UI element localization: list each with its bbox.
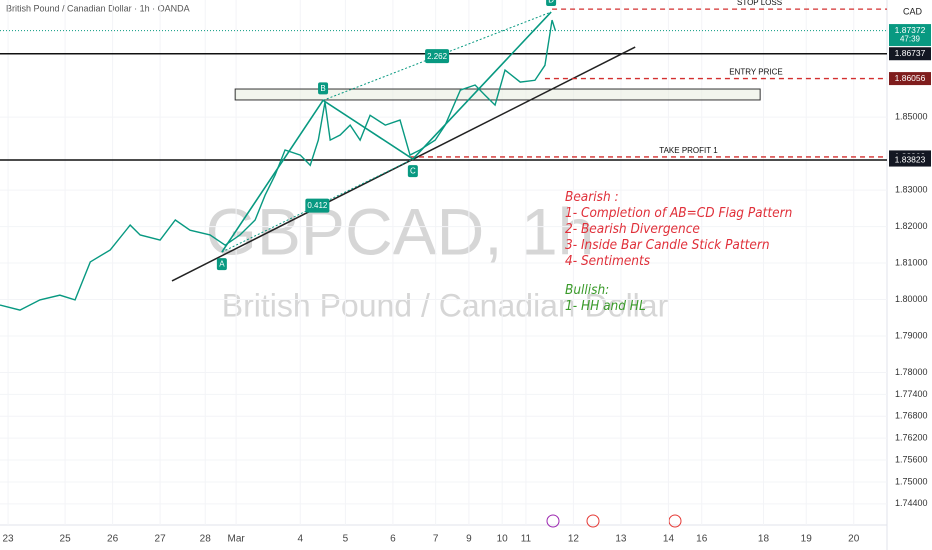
- event-icon: [668, 514, 682, 528]
- y-tick-label: 1.79000: [895, 330, 928, 340]
- x-tick-label: 20: [848, 534, 860, 545]
- ratio-label: 2.262: [427, 52, 448, 61]
- point-label: A: [219, 260, 225, 269]
- y-tick-label: 1.76200: [895, 433, 928, 443]
- price-label: 1.83823: [895, 154, 926, 164]
- x-tick-label: 4: [297, 534, 303, 545]
- ratio-label: 0.412: [307, 201, 328, 210]
- x-tick-label: 25: [60, 534, 72, 545]
- y-tick-label: 1.75600: [895, 454, 928, 464]
- event-icon: [546, 514, 560, 528]
- x-tick-label: 12: [568, 534, 580, 545]
- ratio-badge: [425, 49, 450, 64]
- x-tick-label: Mar: [228, 534, 246, 545]
- x-tick-label: 27: [155, 534, 167, 545]
- currency: CAD: [903, 6, 923, 16]
- abcd-pattern: [221, 11, 552, 253]
- point-label: D: [548, 0, 554, 5]
- event-icons: [546, 514, 682, 528]
- price-label-box: [889, 24, 931, 47]
- y-tick-label: 1.80000: [895, 294, 928, 304]
- y-tick-label: 1.85000: [895, 111, 928, 121]
- level-label: TAKE PROFIT 1: [659, 146, 718, 155]
- x-tick-label: 16: [696, 534, 708, 545]
- bearish-note: 3- Inside Bar Candle Stick Pattern: [565, 237, 770, 253]
- event-icon: [586, 514, 600, 528]
- bullish-note: Bullish:: [565, 282, 609, 298]
- bearish-note: Bearish :: [565, 189, 619, 205]
- ratio-line: [322, 11, 552, 101]
- x-tick-label: 28: [200, 534, 212, 545]
- point-label: C: [410, 167, 416, 176]
- y-tick-label: 1.77400: [895, 389, 928, 399]
- point-badge: [318, 82, 329, 95]
- x-tick-label: 23: [3, 534, 15, 545]
- x-tick-label: 7: [433, 534, 439, 545]
- watermark-name: British Pound / Canadian Dollar: [222, 287, 669, 323]
- y-tick-label: 1.81000: [895, 257, 928, 267]
- point-label: B: [320, 84, 325, 93]
- y-tick-label: 1.76800: [895, 411, 928, 421]
- x-tick-label: 5: [343, 534, 349, 545]
- y-tick-label: 1.82000: [895, 221, 928, 231]
- price-label: 1.86737: [895, 48, 926, 58]
- point-badge: [407, 165, 418, 178]
- point-badge: [216, 258, 227, 271]
- ratio-badge: [305, 198, 330, 213]
- x-tick-label: 13: [615, 534, 627, 545]
- point-badge: [546, 0, 557, 7]
- x-tick-label: 14: [663, 534, 675, 545]
- header: British Pound / Canadian Dollar · 1h · O…: [6, 3, 190, 13]
- bearish-note: 4- Sentiments: [565, 253, 651, 269]
- y-tick-label: 1.78000: [895, 367, 928, 377]
- price-label: 1.86056: [895, 73, 926, 83]
- x-tick-label: 9: [466, 534, 472, 545]
- watermark-symbol: GBPCAD, 1h: [206, 194, 595, 268]
- bearish-note: 2- Bearish Divergence: [565, 221, 700, 237]
- y-tick-label: 1.83000: [895, 184, 928, 194]
- x-tick-label: 26: [107, 534, 119, 545]
- price-label-box: [889, 153, 931, 167]
- x-tick-label: 10: [497, 534, 509, 545]
- price-label: 1.87372: [895, 25, 926, 35]
- y-tick-label: 1.75000: [895, 476, 928, 486]
- price-label-box: [889, 72, 931, 86]
- x-tick-label: 11: [521, 534, 532, 545]
- level-label: ENTRY PRICE: [729, 68, 783, 77]
- level-label: STOP LOSS: [737, 0, 782, 7]
- bearish-note: 1- Completion of AB=CD Flag Pattern: [565, 205, 792, 221]
- ratio-line: [221, 158, 414, 253]
- x-tick-label: 18: [758, 534, 770, 545]
- price-label-sub: 47:39: [900, 35, 921, 44]
- price-label-box: [889, 47, 931, 61]
- bullish-note: 1- HH and HL: [565, 298, 646, 314]
- price-line: [0, 19, 557, 311]
- x-tick-label: 6: [390, 534, 396, 545]
- y-tick-label: 1.74400: [895, 498, 928, 508]
- x-tick-label: 19: [801, 534, 813, 545]
